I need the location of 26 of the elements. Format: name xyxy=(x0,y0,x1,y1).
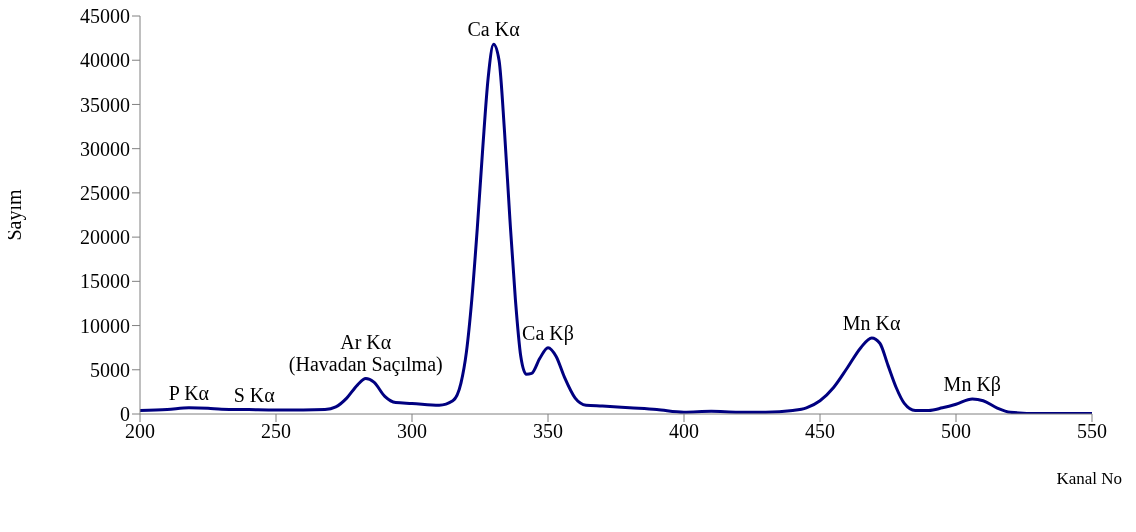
x-tick-label: 350 xyxy=(533,420,563,443)
y-tick-label: 40000 xyxy=(80,49,130,72)
y-tick-label: 20000 xyxy=(80,226,130,249)
annotation: Ar Kα (Havadan Saçılma) xyxy=(288,330,443,376)
y-tick-label: 25000 xyxy=(80,181,130,204)
y-tick-label: 10000 xyxy=(80,314,130,337)
x-tick-label: 550 xyxy=(1077,420,1107,443)
annotation: Ca Kβ xyxy=(522,321,574,345)
annotation: Ca Kα xyxy=(467,18,521,41)
annotation: P Kα xyxy=(168,381,210,404)
x-tick-label: 500 xyxy=(941,420,971,443)
y-tick-label: 5000 xyxy=(90,358,130,381)
x-tick-label: 250 xyxy=(261,420,291,443)
y-tick-label: 30000 xyxy=(80,137,130,160)
annotation: S Kα xyxy=(233,383,276,406)
x-tick-label: 200 xyxy=(125,420,155,443)
annotation: Mn Kβ xyxy=(943,372,1002,396)
annotation: Mn Kα xyxy=(842,311,902,334)
x-tick-label: 400 xyxy=(669,420,699,443)
y-tick-label: 35000 xyxy=(80,93,130,116)
x-tick-label: 300 xyxy=(397,420,427,443)
y-axis-title: Sayım xyxy=(3,189,27,241)
x-tick-label: 450 xyxy=(805,420,835,443)
y-tick-label: 15000 xyxy=(80,270,130,293)
y-tick-label: 45000 xyxy=(80,5,130,28)
x-axis-title: Kanal No xyxy=(1056,469,1122,488)
